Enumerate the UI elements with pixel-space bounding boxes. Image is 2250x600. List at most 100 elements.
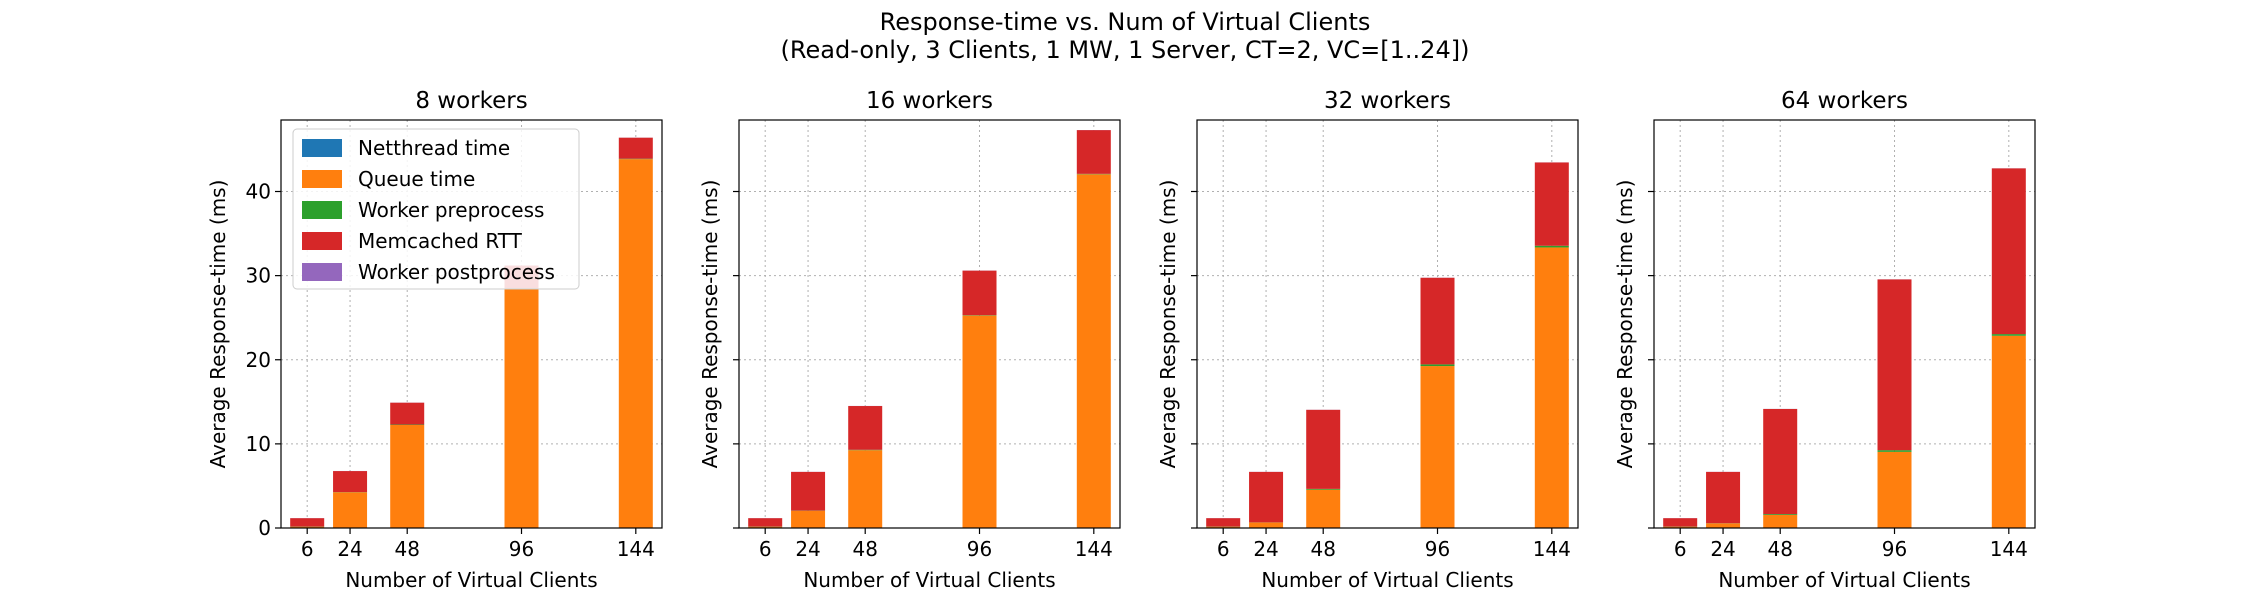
bar-queue-time [333,492,368,528]
x-axis-label: Number of Virtual Clients [345,568,597,592]
x-tick-label: 24 [337,537,362,561]
x-tick-label: 24 [1710,537,1735,561]
bar-queue-time [1877,451,1912,528]
x-tick-label: 144 [1533,537,1571,561]
subplot-0: 6 24 48 96 144 0 10 20 30 40 8 workers Number of Vi… [206,88,663,592]
bar-queue-time [1663,526,1698,528]
x-tick-label: 48 [1310,537,1335,561]
bar-worker-preprocess [1420,364,1455,367]
axes-frame [1653,119,2036,529]
bar-memcached-rtt [962,270,997,316]
bar-queue-time [1991,335,2026,528]
x-tick-label: 144 [1075,537,1113,561]
legend-label: Memcached RTT [358,229,523,253]
y-tick-label: 10 [246,432,271,456]
bar-worker-preprocess [1763,514,1798,515]
figure-title: Response-time vs. Num of Virtual Clients [879,8,1371,36]
x-tick-label: 6 [1674,537,1687,561]
y-tick-label: 0 [258,516,271,540]
bar-memcached-rtt [1249,471,1284,523]
axes-frame [738,119,1121,529]
x-tick-label: 48 [852,537,877,561]
bar-memcached-rtt [1206,518,1241,527]
subplot-title: 32 workers [1324,88,1451,114]
bar-memcached-rtt [1877,279,1912,451]
legend-box [292,128,580,290]
legend-label: Worker postprocess [358,260,555,284]
legend-swatch [302,263,342,281]
x-tick-label: 96 [509,537,534,561]
bar-queue-time [1306,489,1341,528]
bar-worker-preprocess [1991,334,2026,336]
legend-swatch [302,170,342,188]
bar-memcached-rtt [618,137,653,159]
bar-memcached-rtt [1663,518,1698,527]
x-tick-label: 48 [394,537,419,561]
x-axis-label: Number of Virtual Clients [803,568,1055,592]
legend-swatch [302,139,342,157]
bar-memcached-rtt [848,406,883,450]
axes-frame [1196,119,1579,529]
subplot-title: 16 workers [866,88,993,114]
bar-memcached-rtt [1991,168,2026,335]
bar-queue-time [748,526,783,528]
y-tick-label: 20 [246,348,271,372]
bar-queue-time [390,424,425,528]
bar-queue-time [1534,247,1569,528]
bar-queue-time [1420,366,1455,528]
bar-queue-time [1763,514,1798,528]
x-tick-label: 24 [795,537,820,561]
bar-queue-time [504,288,539,528]
subplot-title: 8 workers [415,88,527,114]
x-tick-label: 24 [1253,537,1278,561]
y-tick-label: 40 [246,180,271,204]
x-tick-label: 96 [1425,537,1450,561]
bar-memcached-rtt [333,471,368,493]
bar-queue-time [1206,526,1241,528]
bar-memcached-rtt [390,402,425,425]
legend: Netthread time Queue time Worker preproces… [292,128,580,290]
bar-worker-preprocess [1534,245,1569,248]
bar-memcached-rtt [1306,409,1341,489]
y-axis-label: Average Response-time (ms) [1156,180,1180,469]
x-tick-label: 144 [1990,537,2028,561]
x-tick-label: 6 [301,537,314,561]
y-tick-label: 30 [246,264,271,288]
bar-queue-time [290,526,325,528]
bar-memcached-rtt [1534,162,1569,246]
x-tick-label: 48 [1767,537,1792,561]
y-axis-label: Average Response-time (ms) [1613,180,1637,469]
bar-queue-time [1706,523,1741,528]
x-tick-label: 6 [1217,537,1230,561]
x-tick-label: 96 [1882,537,1907,561]
x-tick-label: 144 [617,537,655,561]
x-tick-label: 6 [759,537,772,561]
bar-worker-preprocess [1306,488,1341,490]
x-axis-label: Number of Virtual Clients [1718,568,1970,592]
x-axis-label: Number of Virtual Clients [1261,568,1513,592]
bar-queue-time [848,450,883,528]
bar-queue-time [618,159,653,528]
y-axis-label: Average Response-time (ms) [698,180,722,469]
bar-queue-time [791,510,826,528]
bar-queue-time [962,315,997,528]
bar-memcached-rtt [1420,277,1455,365]
bar-memcached-rtt [748,518,783,527]
subplot-title: 64 workers [1781,88,1908,114]
bar-memcached-rtt [791,471,826,511]
bar-memcached-rtt [1076,130,1111,174]
legend-swatch [302,201,342,219]
legend-label: Worker preprocess [358,198,544,222]
bar-queue-time [1076,174,1111,528]
bar-worker-preprocess [1877,450,1912,452]
legend-label: Netthread time [358,136,510,160]
y-axis-label: Average Response-time (ms) [206,180,230,469]
bar-memcached-rtt [1763,408,1798,515]
legend-label: Queue time [358,167,475,191]
subplot-1: 6 24 48 96 144 16 workers Number of Virtual Cl… [698,88,1121,592]
legend-swatch [302,232,342,250]
bar-memcached-rtt [1706,471,1741,524]
bar-queue-time [1249,522,1284,528]
